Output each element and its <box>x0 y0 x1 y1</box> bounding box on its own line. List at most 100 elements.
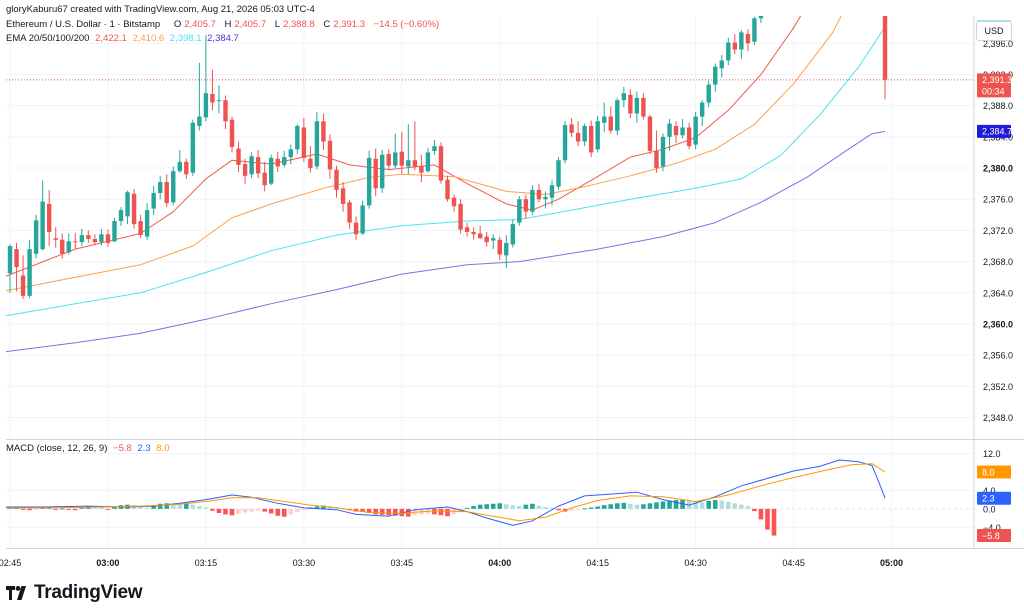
macd-label[interactable]: MACD (close, 12, 26, 9) <box>6 443 108 454</box>
candle-up[interactable] <box>27 239 32 299</box>
candle-down[interactable] <box>223 95 228 130</box>
candle-up[interactable] <box>719 54 724 78</box>
candle-up[interactable] <box>530 185 535 215</box>
candle-up[interactable] <box>556 157 561 190</box>
currency-button[interactable]: USD <box>976 21 1012 41</box>
candle-down[interactable] <box>497 236 502 261</box>
candle-up[interactable] <box>543 191 548 209</box>
candle-up[interactable] <box>7 244 13 293</box>
candle-up[interactable] <box>510 219 516 248</box>
candle-down[interactable] <box>686 122 692 150</box>
ema-legend[interactable]: EMA 20/50/100/200 2,422.1 2,410.6 2,398.… <box>6 33 242 44</box>
candle-down[interactable] <box>236 141 241 172</box>
candle-up[interactable] <box>693 111 698 150</box>
candle-down[interactable] <box>229 116 235 153</box>
candle-up[interactable] <box>380 150 385 193</box>
candle-down[interactable] <box>608 106 613 134</box>
candle-up[interactable] <box>249 152 254 179</box>
candle-up[interactable] <box>680 118 685 139</box>
candle-down[interactable] <box>46 189 52 246</box>
candle-up[interactable] <box>667 118 672 151</box>
candle-up[interactable] <box>79 228 85 246</box>
candle-down[interactable] <box>386 149 391 170</box>
candle-down[interactable] <box>471 227 476 240</box>
candle-up[interactable] <box>699 100 705 126</box>
candle-up[interactable] <box>765 0 769 12</box>
candle-down[interactable] <box>745 29 751 52</box>
candle-up[interactable] <box>360 200 365 236</box>
candle-down[interactable] <box>184 158 189 179</box>
candle-up[interactable] <box>269 154 274 186</box>
candle-down[interactable] <box>347 199 352 229</box>
candle-up[interactable] <box>118 207 124 226</box>
candle-down[interactable] <box>445 175 450 202</box>
candle-down[interactable] <box>210 69 215 111</box>
candle-down[interactable] <box>164 174 169 208</box>
candle-up[interactable] <box>282 150 287 168</box>
candle-up[interactable] <box>726 37 731 66</box>
candle-up[interactable] <box>432 139 437 155</box>
candle-up[interactable] <box>157 175 163 200</box>
candle-down[interactable] <box>131 189 137 229</box>
candle-down[interactable] <box>86 230 91 243</box>
candle-up[interactable] <box>621 86 627 108</box>
candle-down[interactable] <box>301 118 307 162</box>
candle-up[interactable] <box>615 97 620 136</box>
candle-down[interactable] <box>438 142 444 184</box>
candle-up[interactable] <box>491 234 496 250</box>
candle-down[interactable] <box>464 222 470 237</box>
candle-up[interactable] <box>314 111 320 170</box>
candle-down[interactable] <box>588 120 594 158</box>
candle-up[interactable] <box>112 217 117 243</box>
candle-down[interactable] <box>458 199 463 234</box>
candle-down[interactable] <box>419 154 424 183</box>
candle-down[interactable] <box>673 121 679 144</box>
candle-up[interactable] <box>752 16 757 45</box>
candle-down[interactable] <box>242 158 248 184</box>
candle-down[interactable] <box>255 150 261 179</box>
candle-up[interactable] <box>177 150 182 173</box>
candlesticks[interactable] <box>1 0 888 300</box>
candle-down[interactable] <box>262 161 267 192</box>
candle-down[interactable] <box>641 93 646 120</box>
symbol-name[interactable]: Ethereum / U.S. Dollar · 1 · Bitstamp <box>6 19 161 30</box>
candle-up[interactable] <box>602 102 607 133</box>
candle-up[interactable] <box>151 185 156 215</box>
candle-up[interactable] <box>393 133 398 169</box>
candle-up[interactable] <box>203 35 209 122</box>
ema-label[interactable]: EMA 20/50/100/200 <box>6 33 90 44</box>
candle-down[interactable] <box>654 130 659 173</box>
candle-up[interactable] <box>562 121 568 164</box>
candle-up[interactable] <box>758 4 764 24</box>
candle-down[interactable] <box>484 231 489 247</box>
candle-down[interactable] <box>412 121 418 171</box>
candle-down[interactable] <box>92 234 98 246</box>
candle-down[interactable] <box>105 229 111 247</box>
candle-down[interactable] <box>340 182 346 212</box>
candle-down[interactable] <box>20 255 26 300</box>
candle-up[interactable] <box>582 123 587 147</box>
candle-down[interactable] <box>1 223 5 292</box>
candle-down[interactable] <box>575 121 581 147</box>
candle-up[interactable] <box>33 214 39 259</box>
candle-down[interactable] <box>373 148 378 197</box>
candle-down[interactable] <box>523 194 529 219</box>
candle-down[interactable] <box>536 183 542 203</box>
candle-up[interactable] <box>660 133 666 172</box>
candle-down[interactable] <box>14 242 19 292</box>
candle-up[interactable] <box>144 203 150 240</box>
candle-down[interactable] <box>451 194 457 212</box>
candle-down[interactable] <box>399 132 404 174</box>
candle-up[interactable] <box>504 235 509 268</box>
candle-up[interactable] <box>425 147 431 173</box>
candle-down[interactable] <box>138 214 143 239</box>
candle-down[interactable] <box>477 225 483 239</box>
candle-up[interactable] <box>40 180 45 251</box>
candle-up[interactable] <box>595 115 600 153</box>
candle-up[interactable] <box>125 190 130 225</box>
macd-legend[interactable]: MACD (close, 12, 26, 9) −5.8 2.3 8.0 <box>6 443 173 454</box>
candle-down[interactable] <box>73 232 78 250</box>
candle-up[interactable] <box>171 166 176 206</box>
candle-up[interactable] <box>713 63 718 92</box>
